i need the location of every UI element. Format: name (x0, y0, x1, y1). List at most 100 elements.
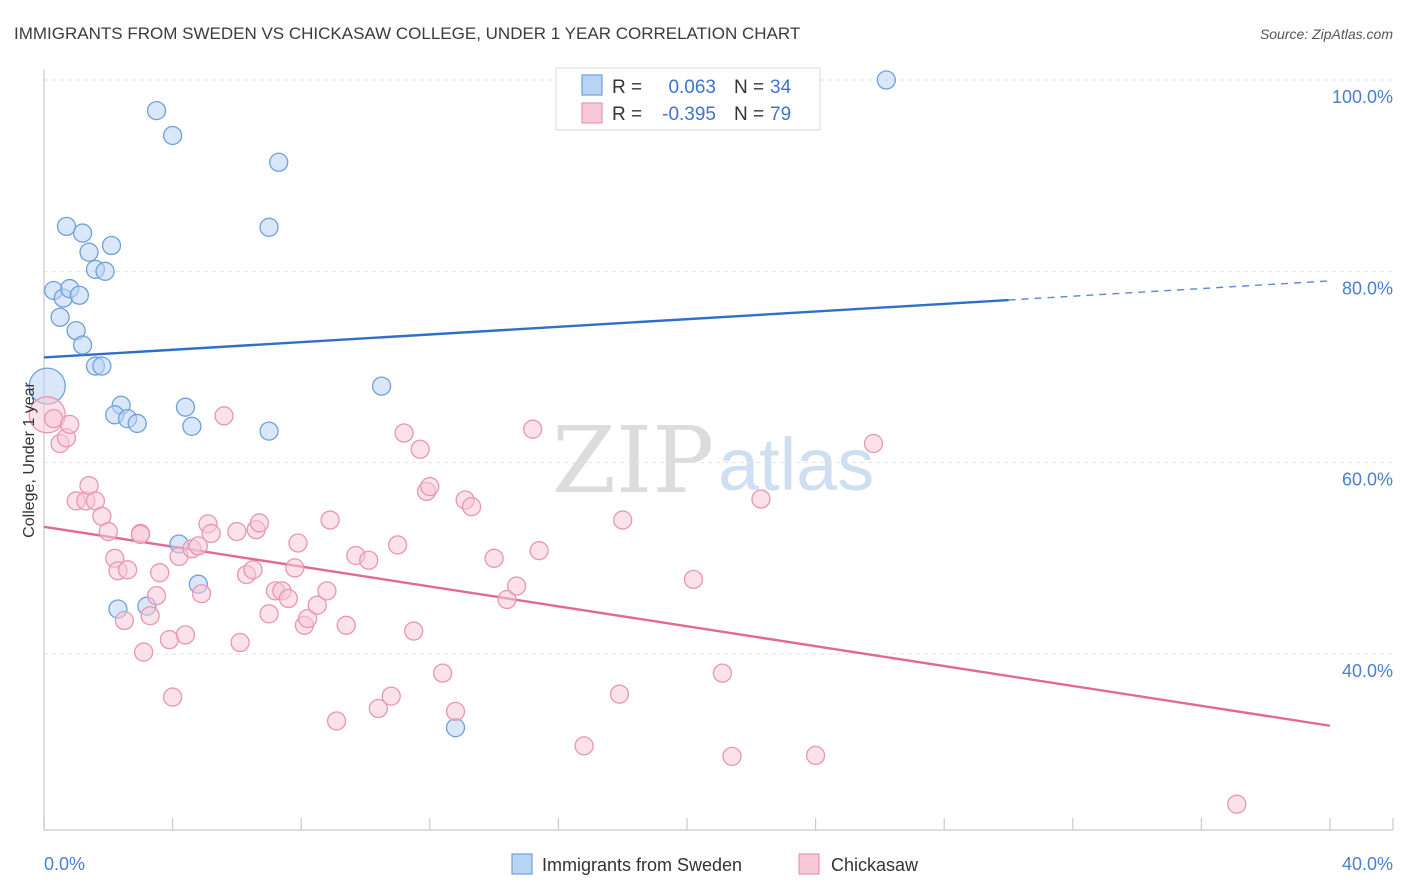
point-sweden (92, 356, 112, 376)
point-chickasaw (278, 588, 298, 609)
trend-line-sweden (43, 298, 1009, 359)
point-chickasaw (609, 684, 630, 704)
point-sweden (127, 413, 147, 434)
point-chickasaw (297, 608, 318, 629)
trend-line-chickasaw (43, 525, 1331, 727)
stats-legend: R = 0.063 N = 34 R = -0.395 N = 79 (555, 67, 821, 131)
point-chickasaw (1227, 794, 1247, 814)
x-tick-label: 0.0% (44, 854, 85, 874)
point-chickasaw (188, 536, 208, 556)
point-sweden (79, 242, 99, 262)
x-tick-label: 40.0% (1342, 854, 1393, 874)
point-chickasaw (529, 541, 549, 561)
point-chickasaw (387, 535, 408, 555)
y-tick-label: 60.0% (1342, 470, 1393, 490)
point-chickasaw (523, 419, 543, 439)
point-sweden (175, 397, 196, 417)
legend-n-label-sweden: N = (734, 77, 764, 98)
point-chickasaw (320, 510, 340, 530)
point-chickasaw (336, 615, 356, 635)
y-tick-labels: 100.0% 80.0% 60.0% 40.0% (1332, 87, 1393, 681)
point-chickasaw (60, 414, 80, 435)
point-sweden (269, 152, 289, 172)
point-chickasaw (506, 576, 527, 596)
watermark-atlas: atlas (718, 423, 874, 506)
legend-swatch-chickasaw (581, 102, 603, 124)
point-chickasaw (381, 686, 401, 706)
trend-line-extension-sweden (1008, 280, 1331, 301)
chart-source: Source: ZipAtlas.com (1260, 26, 1393, 42)
point-sweden (182, 416, 202, 436)
point-chickasaw (159, 630, 180, 650)
legend-r-label-sweden: R = (612, 77, 642, 98)
point-chickasaw (410, 439, 430, 459)
point-sweden (162, 125, 183, 146)
point-chickasaw (285, 558, 305, 578)
point-chickasaw (751, 489, 771, 509)
trend-lines (43, 280, 1331, 727)
series-legend-label-chickasaw: Chickasaw (831, 855, 919, 875)
axes (43, 70, 1394, 831)
point-chickasaw (317, 581, 337, 601)
point-chickasaw (259, 604, 279, 624)
point-chickasaw (249, 513, 270, 533)
point-chickasaw (394, 423, 414, 443)
point-sweden (95, 261, 115, 281)
point-sweden (72, 335, 93, 355)
point-sweden (50, 307, 70, 327)
point-chickasaw (130, 524, 151, 545)
legend-n-label-chickasaw: N = (734, 104, 764, 125)
legend-swatch-sweden (581, 74, 603, 96)
point-sweden (72, 223, 93, 243)
point-chickasaw (712, 663, 733, 683)
point-chickasaw (230, 632, 250, 653)
series-legend-label-sweden: Immigrants from Sweden (542, 855, 742, 875)
legend-n-value-sweden: 34 (770, 77, 792, 98)
scatter-points (28, 70, 1247, 814)
point-chickasaw (683, 569, 704, 590)
point-chickasaw (288, 533, 308, 553)
point-sweden (876, 70, 896, 90)
point-chickasaw (201, 523, 221, 544)
point-sweden (146, 100, 167, 121)
point-chickasaw (497, 589, 517, 610)
point-chickasaw (359, 550, 379, 570)
point-chickasaw (326, 711, 347, 731)
point-chickasaw (43, 409, 64, 429)
point-chickasaw (805, 745, 826, 766)
point-sweden (56, 216, 77, 237)
point-chickasaw (227, 521, 247, 542)
point-chickasaw (722, 746, 742, 767)
point-sweden (101, 235, 122, 256)
chart-title: IMMIGRANTS FROM SWEDEN VS CHICKASAW COLL… (14, 24, 800, 43)
point-chickasaw (98, 521, 118, 542)
y-tick-label: 80.0% (1342, 278, 1393, 298)
point-sweden (259, 421, 279, 441)
point-chickasaw (140, 606, 160, 626)
point-chickasaw (420, 476, 440, 497)
legend-n-value-chickasaw: 79 (770, 104, 791, 125)
point-chickasaw (404, 621, 424, 641)
point-sweden (69, 285, 90, 305)
point-chickasaw (461, 497, 482, 517)
point-chickasaw (191, 584, 212, 604)
point-chickasaw (613, 510, 633, 530)
series-legend-swatch-chickasaw (798, 853, 820, 875)
series-legend-swatch-sweden (511, 853, 533, 875)
y-tick-label: 40.0% (1342, 661, 1393, 681)
point-chickasaw (114, 610, 135, 631)
watermark: ZIP atlas (552, 407, 874, 514)
point-sweden (371, 376, 392, 396)
point-chickasaw (484, 548, 504, 568)
point-chickasaw (162, 687, 183, 707)
point-chickasaw (574, 736, 594, 756)
point-chickasaw (445, 701, 466, 722)
point-chickasaw (175, 625, 196, 645)
point-chickasaw (146, 585, 167, 606)
legend-r-value-chickasaw: -0.395 (662, 104, 716, 125)
point-sweden (445, 718, 466, 738)
x-tick-labels: 0.0% 40.0% (44, 854, 1393, 874)
point-chickasaw (863, 433, 884, 454)
legend-r-value-sweden: 0.063 (668, 77, 716, 98)
